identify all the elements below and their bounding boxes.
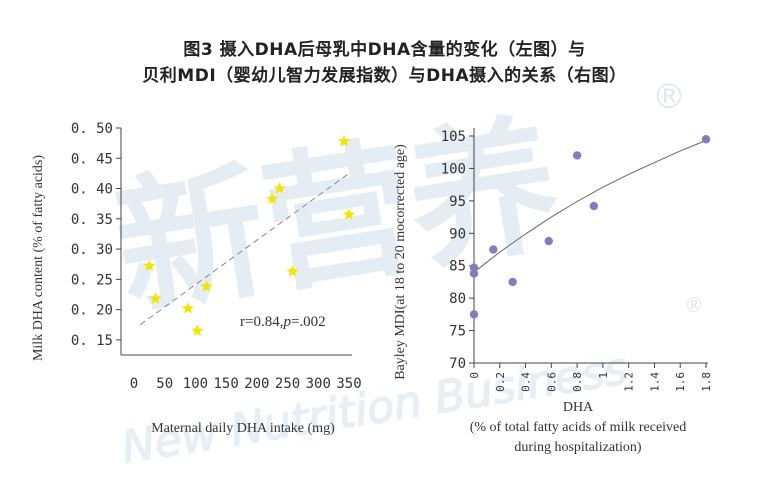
left-x-tick-label: 250 <box>275 376 300 392</box>
right-chart: 105 100 95 90 85 80 75 70 0 0.2 0.4 0.6 0.8 1 1.2 1.4 1… <box>393 128 713 455</box>
left-x-tick-label: 300 <box>306 376 331 392</box>
right-x-tick-label: 1.4 <box>648 372 661 392</box>
right-data-point <box>469 310 479 319</box>
left-y-tick-label: 0. 35 <box>71 212 113 228</box>
left-chart: 0. 50 0. 45 0. 40 0. 35 0. 30 0. 25 0. 20 0. 15… <box>31 121 362 436</box>
right-y-tick-label: 70 <box>449 356 466 372</box>
right-y-tick-label: 100 <box>441 161 466 177</box>
left-annotation: r=0.84,p=.002 <box>240 314 326 330</box>
right-y-tick-label: 85 <box>449 259 466 275</box>
right-y-tick-label: 80 <box>449 291 466 307</box>
right-x-tick-label: 0.8 <box>571 372 584 392</box>
left-y-tick-label: 0. 20 <box>71 303 113 319</box>
right-x-tick-label: 1.6 <box>674 372 687 392</box>
annotation-p: p <box>282 314 291 330</box>
left-y-tick-label: 0. 50 <box>71 121 113 137</box>
left-data-point <box>143 259 156 272</box>
left-data-point <box>200 280 213 292</box>
right-x-axis-label-line3: during hospitalization) <box>514 440 641 455</box>
right-data-point <box>701 135 711 144</box>
right-x-axis-label: DHA <box>563 400 594 415</box>
left-x-axis-label: Maternal daily DHA intake (mg) <box>151 421 335 436</box>
left-data-point <box>273 182 286 194</box>
left-data-point <box>286 265 299 277</box>
right-data-point <box>572 151 582 160</box>
left-y-tick-label: 0. 40 <box>71 182 113 198</box>
left-x-tick-label: 200 <box>244 376 269 392</box>
right-x-tick-label: 1 <box>597 372 610 379</box>
right-y-tick-label: 95 <box>449 194 466 210</box>
left-x-tick-label: 150 <box>213 376 238 392</box>
right-y-axis-label: Bayley MDI(at 18 to 20 mocorrected age) <box>393 144 408 380</box>
right-y-tick-label: 90 <box>449 226 466 242</box>
right-data-point <box>469 269 479 278</box>
chart-title-line2: 贝利MDI（婴幼儿智力发展指数）与DHA摄入的关系（右图） <box>142 66 627 86</box>
chart-title-line1: 图3 摄入DHA后母乳中DHA含量的变化（左图）与 <box>183 40 586 60</box>
watermark-mark-2: ® <box>684 293 704 317</box>
right-data-point <box>544 236 553 246</box>
left-data-point <box>337 134 351 147</box>
right-x-tick-label: 0.4 <box>520 372 533 392</box>
left-x-tick-label: 0 <box>130 376 138 392</box>
right-y-tick-label: 105 <box>441 129 466 145</box>
right-y-tick-label: 75 <box>449 324 466 340</box>
left-data-point <box>149 292 162 304</box>
right-x-tick-label: 0.6 <box>545 372 558 392</box>
left-y-tick-label: 0. 25 <box>71 272 113 288</box>
watermark-main: 新营养 <box>105 98 570 337</box>
left-data-point <box>266 192 279 205</box>
right-x-tick-label: 1.2 <box>623 372 636 392</box>
left-y-axis-label: Milk DHA content (% of fatty acids) <box>31 155 46 361</box>
left-y-tick-label: 0. 15 <box>71 333 113 349</box>
right-data-point <box>589 201 599 211</box>
right-data-point <box>489 245 498 254</box>
left-trendline <box>139 172 350 326</box>
right-x-tick-label: 0.2 <box>494 372 507 392</box>
right-data-point <box>508 277 517 287</box>
watermark-mark-1: ® <box>652 77 686 117</box>
right-x-tick-label: 0 <box>468 372 481 379</box>
left-y-tick-label: 0. 30 <box>71 242 113 258</box>
left-y-tick-label: 0. 45 <box>71 151 113 167</box>
left-x-tick-label: 50 <box>156 376 173 392</box>
annotation-r: r=0.84, <box>240 314 283 330</box>
annotation-pval: =.002 <box>291 314 326 330</box>
left-data-point <box>342 208 356 220</box>
right-trendline <box>473 140 707 273</box>
left-x-tick-label: 100 <box>183 376 208 392</box>
right-x-axis-label-line2: (% of total fatty acids of milk received <box>470 420 687 435</box>
right-data-point <box>469 263 479 272</box>
right-x-tick-label: 1.8 <box>700 372 713 392</box>
left-x-tick-label: 350 <box>336 376 361 392</box>
left-data-point <box>191 324 204 336</box>
left-data-point <box>181 301 195 314</box>
